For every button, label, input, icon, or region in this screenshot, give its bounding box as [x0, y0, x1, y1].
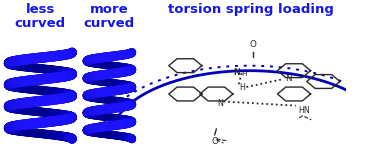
Text: H: H — [239, 83, 245, 92]
Text: H: H — [241, 71, 247, 77]
Text: more
curved: more curved — [84, 3, 135, 30]
Text: N: N — [286, 74, 292, 83]
Text: N: N — [233, 68, 240, 77]
Text: N: N — [233, 68, 240, 77]
Text: O: O — [249, 40, 256, 49]
Text: less
curved: less curved — [15, 3, 66, 30]
Text: torsion spring loading: torsion spring loading — [168, 3, 334, 16]
Text: N: N — [217, 99, 223, 109]
Text: O: O — [211, 137, 218, 146]
Text: HN: HN — [299, 106, 310, 115]
